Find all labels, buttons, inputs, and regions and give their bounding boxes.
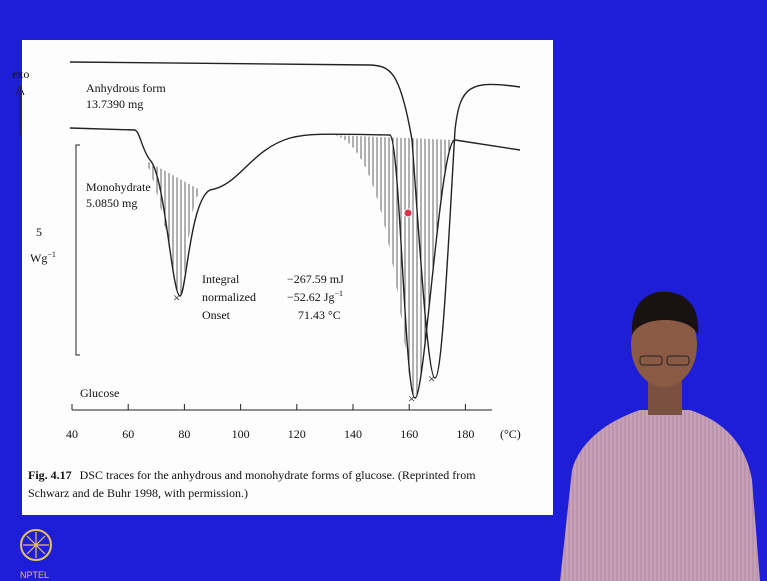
annotation-label: Integral (202, 272, 240, 286)
peak-hatch (330, 135, 455, 398)
annotation-value: 71.43 °C (298, 308, 341, 322)
annotation-label: normalized (202, 290, 256, 304)
figure-panel (22, 40, 553, 515)
trace-mass: 13.7390 mg (86, 97, 143, 111)
annotation-value: −267.59 mJ (287, 272, 344, 286)
presenter (560, 291, 760, 581)
exo-label: exo (12, 67, 29, 81)
logo-text: NPTEL (20, 570, 49, 580)
x-tick-label: 60 (122, 427, 134, 441)
x-unit: (°C) (500, 427, 521, 441)
logo-mark (20, 529, 52, 561)
x-tick-label: 180 (456, 427, 474, 441)
unit-exponent: −1 (47, 250, 56, 259)
x-tick-label: 100 (232, 427, 250, 441)
x-tick-label: 160 (400, 427, 418, 441)
caption-text: DSC traces for the anhydrous and monohyd… (80, 468, 477, 482)
trace-label: Monohydrate (86, 180, 151, 194)
x-tick-label: 80 (178, 427, 190, 441)
x-tick-label: 40 (66, 427, 78, 441)
scale-value: 5 (36, 225, 42, 239)
x-ticks: 40 60 80 100 120 140 160 180 (66, 404, 474, 441)
scale-unit: Wg−1 (30, 250, 56, 265)
annotation-value: −52.62 Jg−1 (287, 289, 343, 304)
anhydrous-trace (69, 61, 521, 379)
peak-marker: × (173, 290, 180, 305)
sample-label: Glucose (80, 386, 119, 400)
value: −52.62 Jg (287, 290, 334, 304)
caption-line: Schwarz and de Buhr 1998, with permissio… (28, 486, 248, 500)
peak-marker: × (428, 371, 435, 386)
x-tick-label: 140 (344, 427, 362, 441)
pointer (403, 208, 413, 218)
exo-arrowhead (15, 84, 25, 96)
value-exponent: −1 (334, 289, 343, 298)
caption-number: Fig. 4.17 (28, 468, 72, 482)
annotation-label: Onset (202, 308, 231, 322)
unit: Wg (30, 251, 47, 265)
peak-marker: × (408, 391, 415, 406)
trace-label: Anhydrous form (86, 81, 166, 95)
trace-mass: 5.0850 mg (86, 196, 137, 210)
peak-hatch (145, 160, 200, 296)
scale-bar (75, 144, 80, 356)
caption-line: Fig. 4.17 DSC traces for the anhydrous an… (28, 468, 476, 482)
x-tick-label: 120 (288, 427, 306, 441)
logo-spokes (23, 532, 49, 558)
monohydrate-trace (69, 127, 521, 399)
